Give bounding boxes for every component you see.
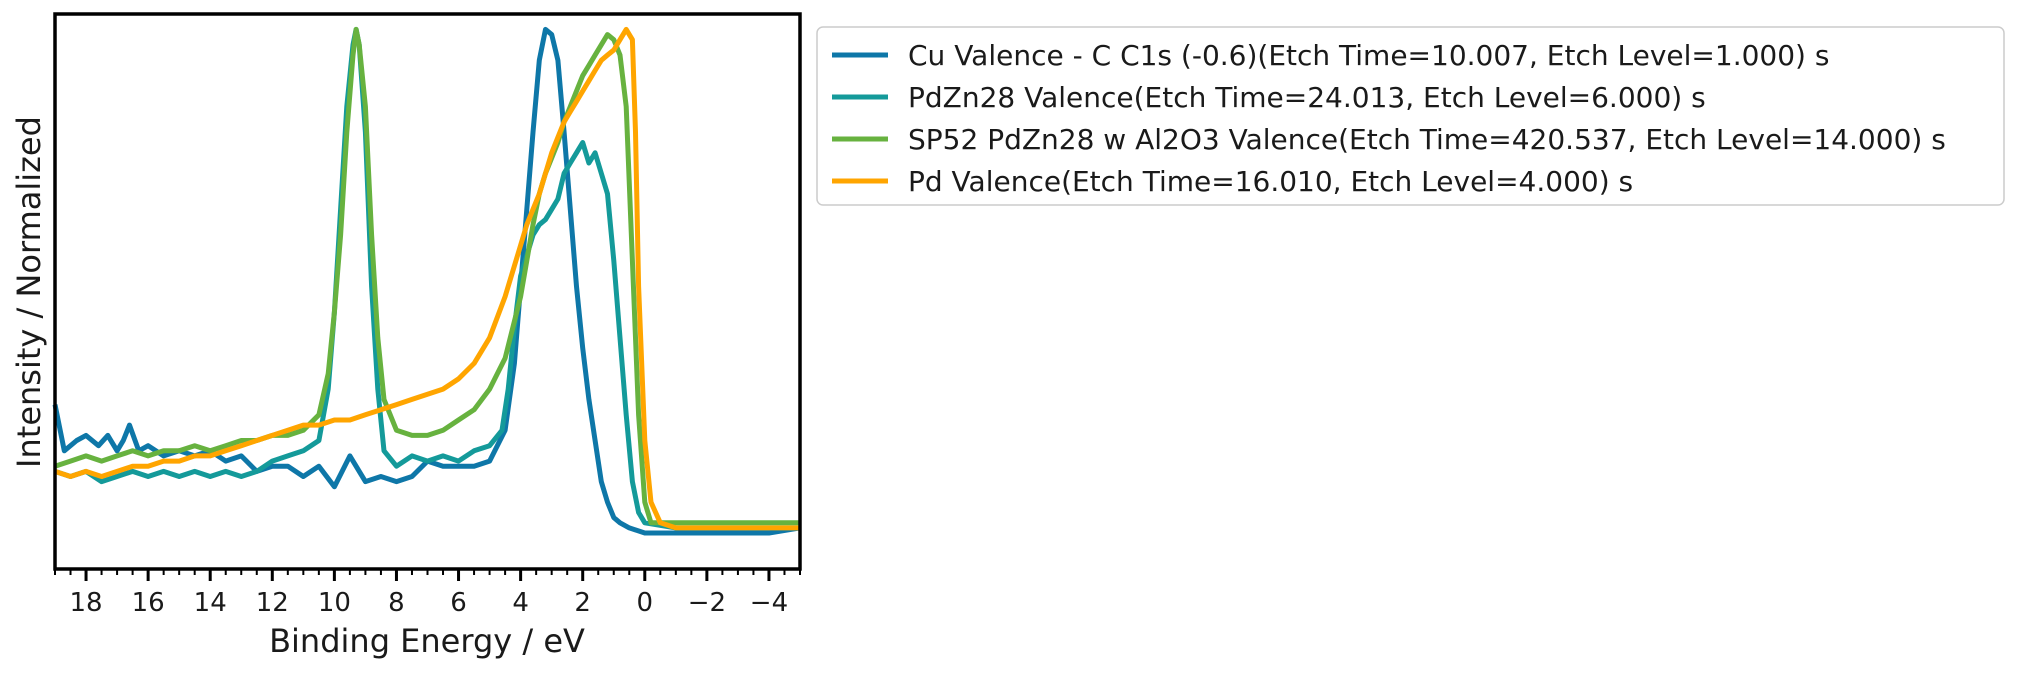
series-line-2 <box>54 26 800 531</box>
x-tick-label: 2 <box>574 588 591 618</box>
series-line-3 <box>54 26 800 526</box>
legend-entries: Cu Valence - C C1s (-0.6)(Etch Time=10.0… <box>832 39 1946 198</box>
x-tick-label: −2 <box>688 588 726 618</box>
x-axis-ticks: 18 16 14 12 10 8 6 4 2 0 −2 −4 <box>54 569 801 618</box>
plot-frame <box>53 12 802 571</box>
legend-label-4: Pd Valence(Etch Time=16.010, Etch Level=… <box>908 165 1633 198</box>
legend-box <box>816 26 2005 206</box>
x-tick-label: 8 <box>388 588 405 618</box>
series-line-4 <box>54 26 800 531</box>
x-tick-label: 6 <box>450 588 467 618</box>
series-layer <box>52 26 801 536</box>
legend-label-3: SP52 PdZn28 w Al2O3 Valence(Etch Time=42… <box>908 123 1946 156</box>
x-tick-label: 4 <box>512 588 529 618</box>
x-tick-label: 16 <box>132 588 165 618</box>
x-tick-label: 10 <box>318 588 351 618</box>
legend-label-1: Cu Valence - C C1s (-0.6)(Etch Time=10.0… <box>908 39 1829 72</box>
x-tick-label: 18 <box>69 588 102 618</box>
y-axis-label: Intensity / Normalized <box>10 116 48 468</box>
x-tick-label: 14 <box>194 588 227 618</box>
x-tick-label: −4 <box>750 588 788 618</box>
x-tick-label: 12 <box>256 588 289 618</box>
x-tick-label: 0 <box>637 588 654 618</box>
legend-label-2: PdZn28 Valence(Etch Time=24.013, Etch Le… <box>908 81 1706 114</box>
x-axis-label: Binding Energy / eV <box>269 622 585 660</box>
series-line-1 <box>52 26 801 536</box>
legend: Cu Valence - C C1s (-0.6)(Etch Time=10.0… <box>816 26 2005 206</box>
